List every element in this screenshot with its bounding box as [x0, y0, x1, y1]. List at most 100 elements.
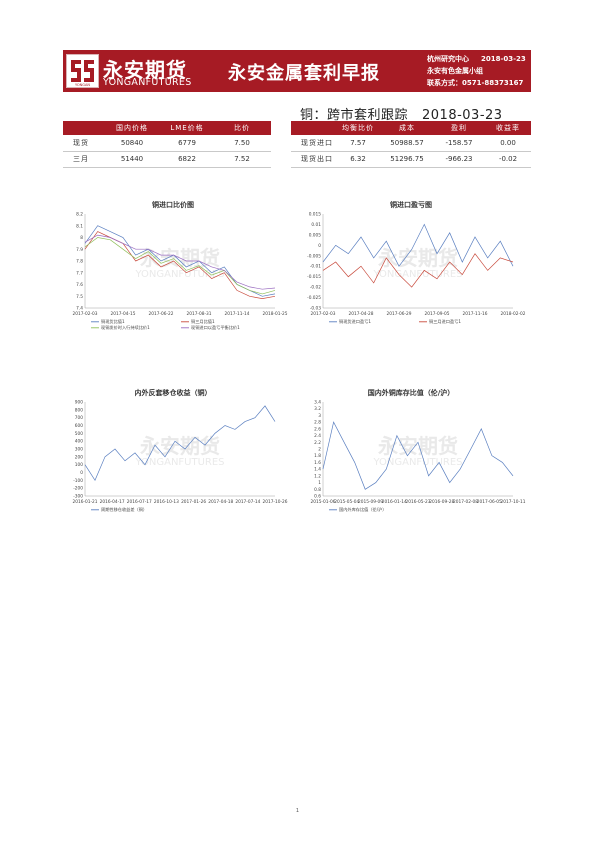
chart-title: 国内外铜库存比值（伦/沪） — [368, 388, 455, 397]
cost: 51296.75 — [381, 151, 433, 168]
table-row: 现货出口 6.32 51296.75 -966.23 -0.02 — [291, 151, 531, 168]
y-tick-label: 8 — [80, 235, 83, 241]
x-tick-label: 2017-09-05 — [425, 311, 450, 317]
x-tick-label: 2016-07-17 — [127, 499, 152, 505]
price-ratio-table: 国内价格 LME价格 比价 现货 50840 6779 7.50 三月 5144… — [63, 121, 271, 168]
x-tick-label: 2015-01-06 — [311, 499, 336, 505]
section-title: 铜：跨市套利跟踪 2018-03-23 — [300, 108, 503, 123]
watermark-text: YONGANFUTURES — [134, 269, 224, 280]
series-line — [84, 237, 276, 295]
x-tick-label: 2017-06-05 — [477, 499, 502, 505]
team-name: 永安有色金属小组 — [427, 67, 483, 75]
x-tick-label: 2016-04-17 — [100, 499, 125, 505]
legend-entry: 铜三月进口盈亏1 — [429, 318, 461, 325]
x-tick-label: 2016-01-21 — [73, 499, 98, 505]
chart-inventory-ratio: 国内外铜库存比值（伦/沪） 永安期货 YONGANFUTURES 3.4 3.2 3 2.8… — [301, 386, 526, 536]
y-tick-label: 3.4 — [314, 400, 321, 406]
y-tick-label: 200 — [75, 454, 83, 460]
y-tick-label: 0.6 — [314, 494, 321, 500]
row-label: 现货进口 — [291, 135, 335, 152]
y-tick-label: 2.6 — [314, 426, 321, 432]
y-tick-label: 8.2 — [76, 212, 83, 218]
y-tick-label: 300 — [75, 447, 83, 453]
x-tick-label: 2016-01-14 — [382, 499, 407, 505]
y-tick-label: 600 — [75, 423, 83, 429]
series-line — [322, 223, 514, 267]
y-tick-label: 7.4 — [76, 306, 83, 312]
y-tick-label: 100 — [75, 462, 83, 468]
company-logo-icon: YONGAN — [66, 54, 99, 88]
table-header: 比价 — [213, 121, 271, 135]
legend-entry: 铜现货进口盈亏1 — [339, 318, 371, 325]
watermark-text: YONGANFUTURES — [372, 269, 462, 280]
logo-small-text: YONGAN — [75, 83, 90, 87]
table-header: 均衡比价 — [335, 121, 381, 135]
y-tick-label: 3.2 — [314, 406, 321, 412]
chart-import-profit: 铜进口盈亏图 永安期货 YONGANFUTURES 0.015 0.01 0.005 0 -0… — [301, 198, 526, 348]
y-tick-label: -100 — [73, 478, 83, 484]
y-tick-label: 1.4 — [314, 467, 321, 473]
table-header: LME价格 — [161, 121, 213, 135]
arbitrage-table: 均衡比价 成本 盈利 收益率 现货进口 7.57 50988.57 -158.5… — [291, 121, 531, 168]
y-tick-label: 500 — [75, 431, 83, 437]
report-title: 永安金属套利早报 — [228, 63, 380, 84]
y-tick-label: -0.03 — [310, 306, 321, 312]
x-tick-label: 2017-04-15 — [111, 311, 136, 317]
table-header: 成本 — [381, 121, 433, 135]
page-number: 1 — [295, 808, 300, 814]
watermark-text: YONGANFUTURES — [372, 457, 462, 468]
table-header: 国内价格 — [103, 121, 161, 135]
x-tick-label: 2017-11-14 — [225, 311, 250, 317]
x-tick-label: 2017-08-31 — [187, 311, 212, 317]
y-tick-label: -0.015 — [307, 274, 321, 280]
y-tick-label: -300 — [73, 494, 83, 500]
domestic-price: 50840 — [103, 135, 161, 152]
series-line — [322, 253, 514, 288]
y-tick-label: 8.1 — [76, 223, 83, 229]
x-tick-label: 2017-04-28 — [349, 311, 374, 317]
contact-info: 联系方式：0571-88373167 — [427, 79, 524, 87]
x-tick-label: 2016-05-23 — [406, 499, 431, 505]
y-tick-label: 7.7 — [76, 270, 83, 276]
y-tick-label: -200 — [73, 486, 83, 492]
watermark-text: 永安期货 — [377, 434, 458, 458]
legend-entry: 现铜进口以盈亏平衡比价1 — [191, 324, 240, 331]
y-tick-label: 7.6 — [76, 282, 83, 288]
series-line — [322, 421, 514, 490]
chart-title: 内外反套移仓收益（铜） — [135, 388, 212, 397]
y-tick-label: 0.015 — [309, 212, 322, 218]
watermark-text: YONGANFUTURES — [134, 457, 224, 468]
y-tick-label: -0.025 — [307, 295, 321, 301]
logo-chinese-name: 永安期货 — [103, 58, 187, 82]
y-tick-label: 2 — [318, 447, 321, 453]
row-label: 现货出口 — [291, 151, 335, 168]
table-header — [291, 121, 335, 135]
y-tick-label: 0.005 — [309, 232, 322, 238]
y-tick-label: 2.8 — [314, 420, 321, 426]
x-tick-label: 2018-01-25 — [263, 311, 288, 317]
x-tick-label: 2017-06-22 — [149, 311, 174, 317]
table-row: 现货进口 7.57 50988.57 -158.57 0.00 — [291, 135, 531, 152]
chart-title: 铜进口盈亏图 — [390, 200, 432, 209]
legend-entry: 铜现货比值1 — [101, 318, 125, 325]
y-tick-label: 7.8 — [76, 259, 83, 265]
x-tick-label: 2016-09-28 — [429, 499, 454, 505]
y-tick-label: -0.005 — [307, 253, 321, 259]
x-tick-label: 2017-04-18 — [208, 499, 233, 505]
y-tick-label: 0 — [318, 243, 321, 249]
y-tick-label: 2.4 — [314, 433, 321, 439]
logo-english-name: YONGANFUTURES — [103, 77, 192, 88]
legend-entry: 铜三月比值1 — [191, 318, 215, 325]
yield: -0.02 — [485, 151, 531, 168]
x-tick-label: 2015-05-04 — [334, 499, 359, 505]
y-tick-label: 0.01 — [311, 222, 321, 228]
x-tick-label: 2016-10-13 — [154, 499, 179, 505]
domestic-price: 51440 — [103, 151, 161, 168]
price-ratio: 7.50 — [213, 135, 271, 152]
x-tick-label: 2017-02-03 — [311, 311, 336, 317]
legend-entry: 国内外库存比值（伦/沪） — [339, 506, 386, 513]
price-ratio: 7.52 — [213, 151, 271, 168]
series-line — [84, 405, 276, 482]
y-tick-label: 1.8 — [314, 453, 321, 459]
report-date: 2018-03-23 — [481, 55, 526, 63]
